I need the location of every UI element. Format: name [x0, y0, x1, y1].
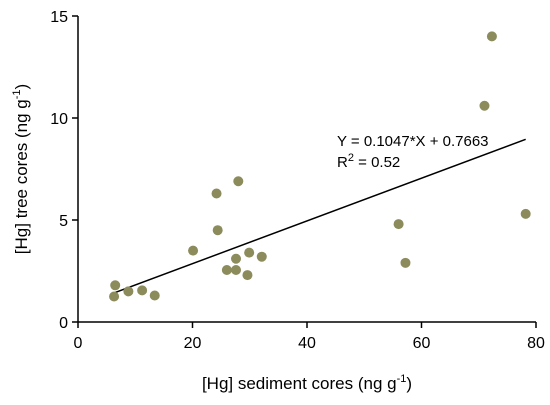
data-point [242, 270, 253, 281]
data-point [244, 247, 255, 258]
y-ticks: 0 5 10 15 [50, 9, 78, 332]
data-point [221, 264, 232, 275]
data-point [137, 285, 148, 296]
data-point [212, 225, 223, 236]
axes [77, 16, 536, 323]
data-point [393, 219, 404, 230]
data-point [110, 280, 121, 291]
x-axis-label: [Hg] sediment cores (ng g-1) [202, 373, 412, 393]
x-tick-label: 40 [298, 335, 316, 352]
data-point [479, 100, 490, 111]
regression-line [113, 138, 526, 294]
data-point [231, 253, 242, 264]
data-point [109, 291, 120, 302]
data-point [123, 286, 134, 297]
data-point [520, 208, 531, 219]
data-point [486, 31, 497, 42]
x-tick-label: 60 [413, 335, 431, 352]
data-point [256, 251, 267, 262]
data-points [109, 31, 531, 302]
data-point [400, 257, 411, 268]
x-tick-label: 80 [527, 335, 545, 352]
data-point [231, 264, 242, 275]
x-tick-label: 0 [74, 335, 83, 352]
y-tick-label: 0 [59, 315, 68, 332]
data-point [149, 290, 160, 301]
fit-line-group [113, 138, 526, 294]
data-point [233, 176, 244, 187]
y-tick-label: 10 [50, 111, 68, 128]
y-axis-label: [Hg] tree cores (ng g-1) [11, 84, 31, 254]
data-point [188, 245, 199, 256]
fit-r-squared: R2 = 0.52 [337, 152, 400, 171]
fit-equation: Y = 0.1047*X + 0.7663 [337, 133, 489, 150]
y-tick-label: 15 [50, 9, 68, 26]
y-tick-label: 5 [59, 213, 68, 230]
x-ticks: 0 20 40 60 80 [74, 322, 545, 352]
data-point [211, 188, 222, 199]
x-tick-label: 20 [184, 335, 202, 352]
